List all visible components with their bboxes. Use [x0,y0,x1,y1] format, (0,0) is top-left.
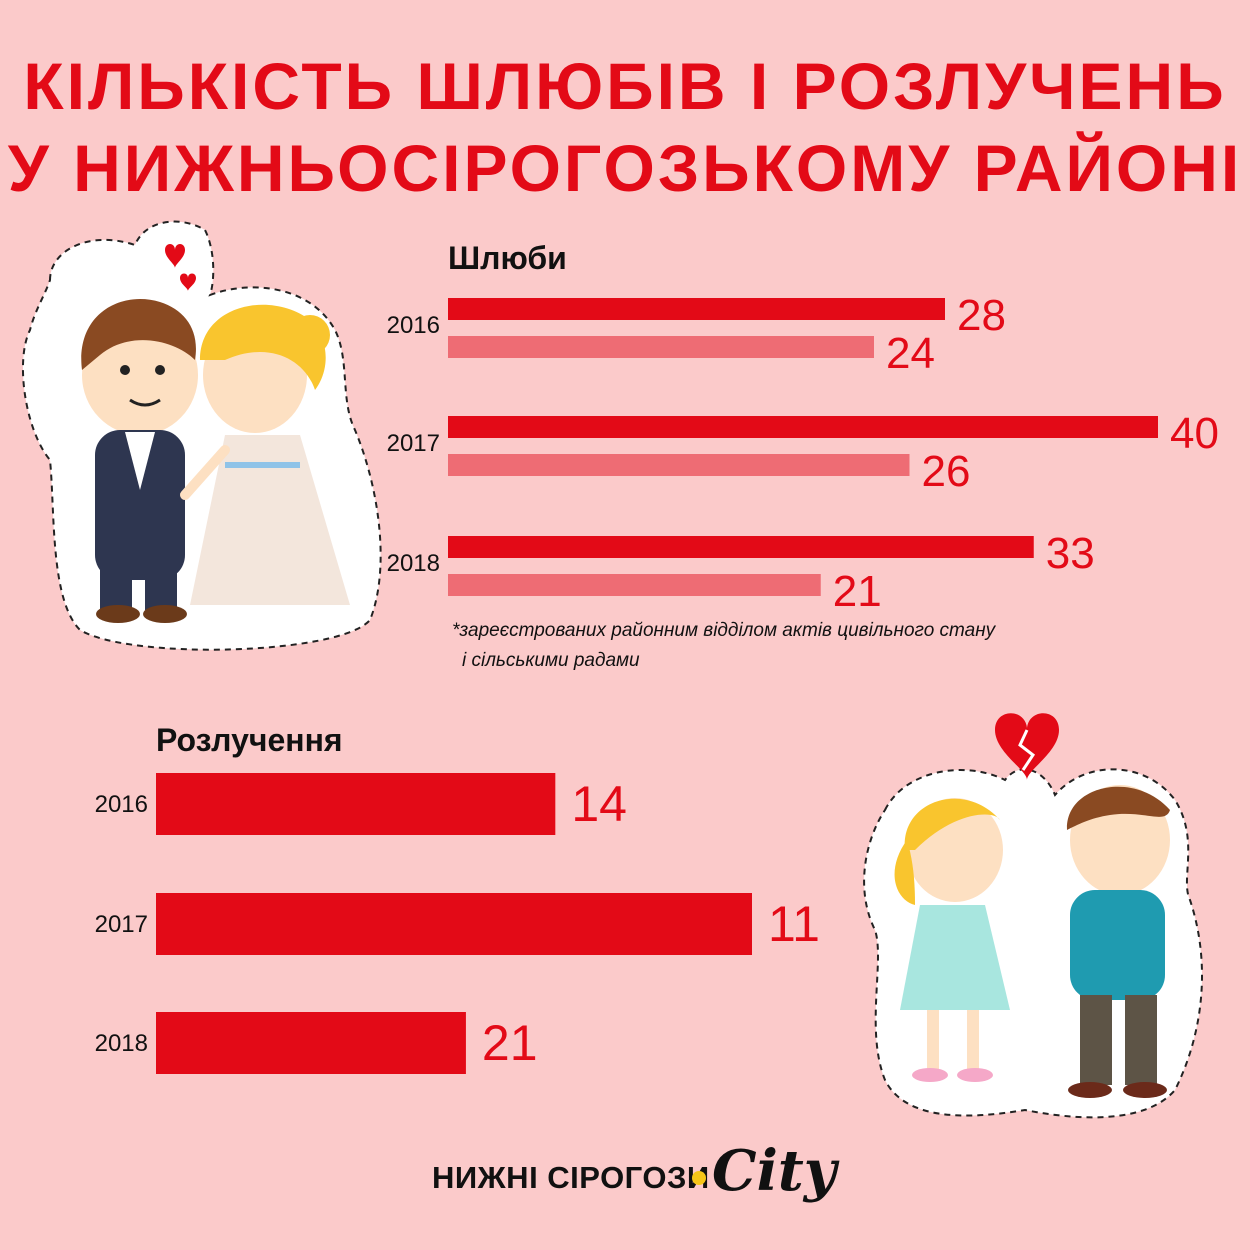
divorces-data-label: 11 [768,896,820,952]
heart-icon [165,244,185,268]
marriages-data-label: 40 [1170,409,1219,458]
divorces-bar [156,893,752,955]
divorces-bar [156,773,556,835]
marriages-data-label: 24 [886,329,935,378]
divorces-data-label: 21 [482,1015,538,1071]
divorces-year-label: 2018 [95,1030,148,1057]
marriages-data-label: 33 [1046,529,1095,578]
marriages-year-label: 2016 [387,312,440,339]
divorces-chart-title: Розлучення [156,722,343,758]
divorces-bar [156,1012,466,1074]
marriages-bar [448,416,1158,438]
marriages-chart-title: Шлюби [448,240,567,276]
marriages-bar [448,336,874,358]
marriages-data-label: 21 [833,567,882,616]
footer-dot-icon [692,1171,706,1185]
marriages-year-label: 2018 [387,550,440,577]
page-title-line-1: КІЛЬКІСТЬ ШЛЮБІВ І РОЗЛУЧЕНЬ [23,49,1227,123]
divorces-year-label: 2016 [95,791,148,818]
divorces-data-label: 14 [571,776,627,832]
marriages-bar [448,536,1034,558]
divorces-year-label: 2017 [95,911,148,938]
marriages-bar [448,454,910,476]
marriages-bar [448,298,945,320]
marriages-data-label: 26 [922,447,971,496]
page-title-line-2: У НИЖНЬОСІРОГОЗЬКОМУ РАЙОНІ [7,131,1243,205]
footer-brand: НИЖНІ СІРОГОЗИ [432,1160,710,1195]
heart-icon [180,273,196,291]
wedding-couple-illustration [21,220,382,651]
marriages-data-label: 28 [957,291,1006,340]
marriages-bar [448,574,821,596]
marriages-footnote-line-2: і сільськими радами [462,650,640,671]
marriages-footnote-line-1: *зареєстрованих районним відділом актів … [452,620,996,641]
footer-city-logo: City [712,1138,837,1204]
marriages-year-label: 2017 [387,430,440,457]
broken-heart-icon [995,713,1059,780]
sad-couple-illustration [863,713,1203,1119]
